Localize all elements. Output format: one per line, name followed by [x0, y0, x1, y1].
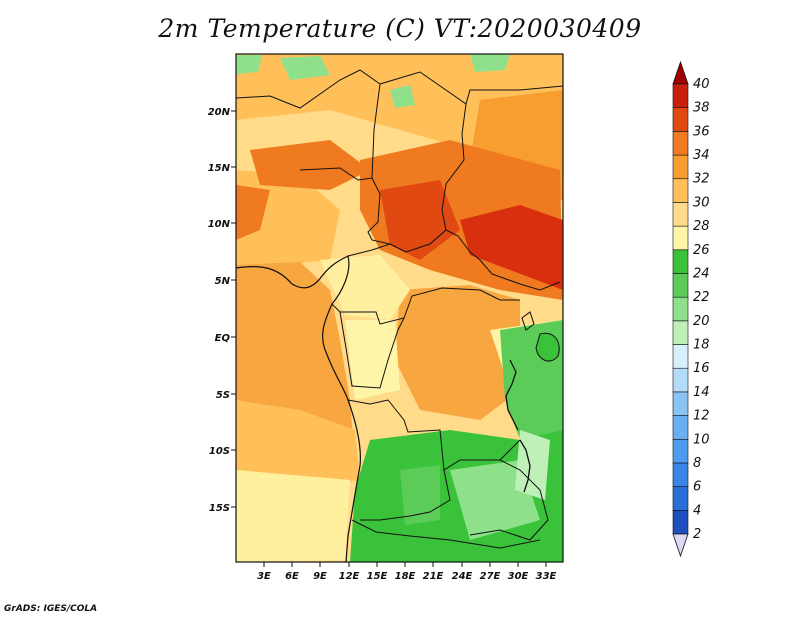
- colorbar-box: [672, 320, 689, 345]
- colorbar-label: 22: [693, 290, 710, 305]
- colorbar-box: [672, 273, 689, 298]
- lat-tick-label: 10S: [209, 446, 230, 457]
- colorbar-label: 8: [693, 456, 701, 471]
- colorbar-label: 28: [693, 219, 710, 234]
- colorbar-label: 2: [693, 527, 701, 542]
- colorbar-label: 26: [693, 243, 710, 258]
- colorbar-box: [672, 249, 689, 274]
- colorbar-label: 18: [693, 338, 710, 353]
- colorbar-box: [672, 154, 689, 180]
- colorbar-label: 38: [693, 101, 710, 116]
- colorbar-box: [672, 296, 689, 322]
- lon-tick-label: 18E: [395, 571, 416, 582]
- lon-tick-label: 9E: [313, 571, 327, 582]
- colorbar-box: [672, 510, 689, 535]
- colorbar-box: [672, 131, 689, 156]
- lat-tick-label: 20N: [208, 107, 231, 118]
- colorbar-box: [672, 415, 689, 440]
- lat-tick-label: 10N: [208, 219, 231, 230]
- colorbar-box: [672, 486, 689, 511]
- colorbar-box: [672, 367, 689, 393]
- colorbar-label: 4: [693, 503, 701, 518]
- colorbar-box: [672, 438, 689, 464]
- colorbar-label: 32: [693, 172, 710, 187]
- lon-tick-label: 21E: [423, 571, 444, 582]
- colorbar-label: 24: [693, 266, 710, 281]
- colorbar-box: [672, 344, 689, 369]
- lon-tick-label: 6E: [285, 571, 299, 582]
- colorbar-label: 6: [693, 480, 701, 495]
- lon-tick-label: 27E: [480, 571, 501, 582]
- lat-tick-label: 5S: [216, 390, 230, 401]
- colorbar-boxes: [672, 83, 689, 535]
- colorbar-box: [672, 178, 689, 203]
- lat-tick-label: EQ: [215, 333, 231, 344]
- colorbar-label: 14: [693, 385, 710, 400]
- chart-title: 2m Temperature (C) VT:2020030409: [158, 14, 642, 43]
- lon-tick-label: 30E: [508, 571, 529, 582]
- lat-tick-label: 15N: [208, 163, 231, 174]
- colorbar-label: 10: [693, 432, 710, 447]
- colorbar-box: [672, 225, 689, 251]
- colorbar-label: 34: [693, 148, 710, 163]
- colorbar-label: 40: [693, 77, 710, 92]
- colorbar-label: 12: [693, 409, 710, 424]
- colorbar-label: 36: [693, 124, 710, 139]
- colorbar-box: [672, 107, 689, 132]
- colorbar-box: [672, 391, 689, 416]
- colorbar-top-arrow: [672, 60, 689, 85]
- lon-tick-label: 33E: [536, 571, 557, 582]
- lat-tick-label: 5N: [215, 276, 231, 287]
- lon-tick-label: 15E: [367, 571, 388, 582]
- map-frame: [235, 53, 564, 563]
- latitude-axis: 20N 15N 10N 5N EQ 5S 10S 15S: [208, 107, 236, 514]
- colorbar-box: [672, 202, 689, 227]
- longitude-axis: 3E 6E 9E 12E 15E 18E 21E 24E 27E 30E 33E: [257, 562, 557, 582]
- lat-tick-label: 15S: [209, 503, 230, 514]
- colorbar-bottom-arrow: [672, 533, 689, 558]
- colorbar-box: [672, 83, 689, 108]
- colorbar-box: [672, 462, 689, 487]
- colorbar-label: 16: [693, 361, 710, 376]
- lon-tick-label: 3E: [257, 571, 271, 582]
- lon-tick-label: 24E: [452, 571, 473, 582]
- lon-tick-label: 12E: [339, 571, 360, 582]
- colorbar-label: 20: [693, 314, 710, 329]
- credit-text: GrADS: IGES/COLA: [4, 604, 98, 614]
- temperature-field: [236, 54, 563, 562]
- colorbar-label: 30: [693, 195, 710, 210]
